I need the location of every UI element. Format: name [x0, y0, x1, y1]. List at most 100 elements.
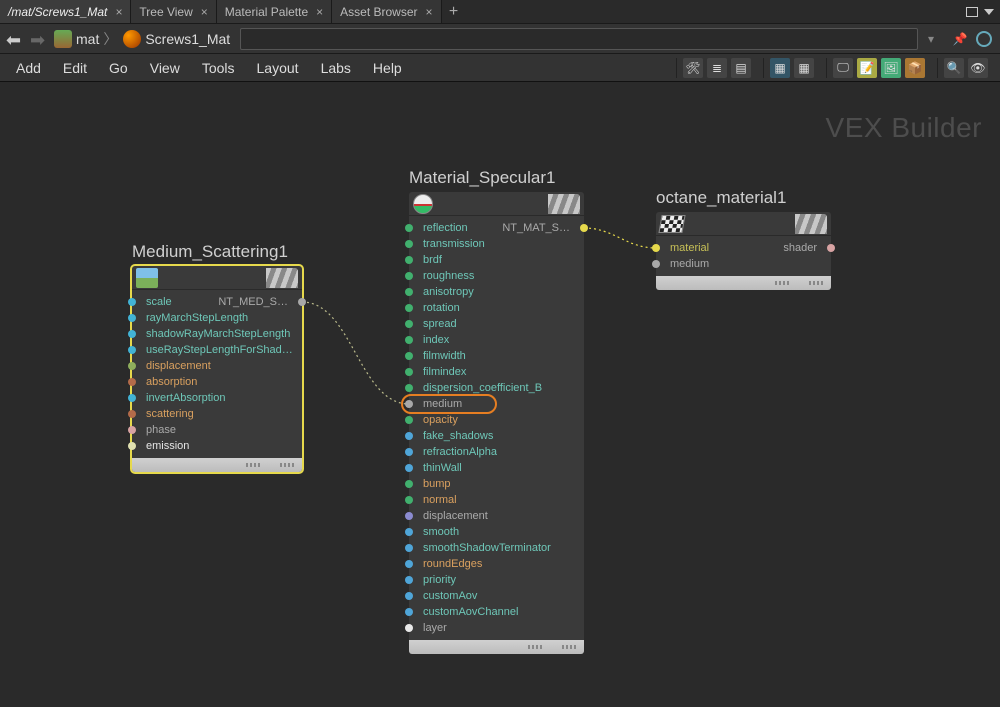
port-brdf[interactable]: brdf: [409, 252, 584, 268]
port-material[interactable]: materialshader: [656, 240, 831, 256]
add-tab-button[interactable]: +: [442, 0, 466, 23]
node-footer[interactable]: [656, 276, 831, 290]
port-input-dot[interactable]: [405, 576, 413, 584]
port-shadowraymarchsteplength[interactable]: shadowRayMarchStepLength: [132, 326, 302, 342]
port-input-dot[interactable]: [405, 240, 413, 248]
node-header[interactable]: [656, 212, 831, 236]
port-input-dot[interactable]: [128, 410, 136, 418]
node-canvas[interactable]: VEX Builder Medium_Scattering1 scaleNT_M…: [0, 82, 1000, 707]
port-input-dot[interactable]: [405, 368, 413, 376]
port-input-dot[interactable]: [652, 244, 660, 252]
node-flag-icon[interactable]: [266, 268, 298, 288]
port-roughness[interactable]: roughness: [409, 268, 584, 284]
menu-edit[interactable]: Edit: [53, 56, 97, 80]
tab-asset-browser[interactable]: Asset Browser ×: [332, 0, 441, 23]
port-input-dot[interactable]: [652, 260, 660, 268]
port-input-dot[interactable]: [405, 432, 413, 440]
port-output-dot[interactable]: [827, 244, 835, 252]
port-input-dot[interactable]: [405, 544, 413, 552]
port-input-dot[interactable]: [405, 304, 413, 312]
port-anisotropy[interactable]: anisotropy: [409, 284, 584, 300]
port-customaovchannel[interactable]: customAovChannel: [409, 604, 584, 620]
port-input-dot[interactable]: [128, 426, 136, 434]
menu-help[interactable]: Help: [363, 56, 412, 80]
port-input-dot[interactable]: [128, 314, 136, 322]
port-thinwall[interactable]: thinWall: [409, 460, 584, 476]
port-reflection[interactable]: reflectionNT_MAT_S…: [409, 220, 584, 236]
port-input-dot[interactable]: [405, 384, 413, 392]
port-input-dot[interactable]: [405, 272, 413, 280]
port-bump[interactable]: bump: [409, 476, 584, 492]
port-absorption[interactable]: absorption: [132, 374, 302, 390]
package-icon[interactable]: 📦: [905, 58, 925, 78]
menu-add[interactable]: Add: [6, 56, 51, 80]
port-input-dot[interactable]: [405, 512, 413, 520]
path-segment-material[interactable]: Screws1_Mat: [123, 30, 230, 48]
port-input-dot[interactable]: [405, 528, 413, 536]
port-normal[interactable]: normal: [409, 492, 584, 508]
port-medium[interactable]: medium: [656, 256, 831, 272]
port-rotation[interactable]: rotation: [409, 300, 584, 316]
port-input-dot[interactable]: [128, 442, 136, 450]
port-input-dot[interactable]: [405, 448, 413, 456]
port-smooth[interactable]: smooth: [409, 524, 584, 540]
port-emission[interactable]: emission: [132, 438, 302, 454]
port-input-dot[interactable]: [405, 320, 413, 328]
port-output-dot[interactable]: [298, 298, 306, 306]
port-scattering[interactable]: scattering: [132, 406, 302, 422]
port-filmindex[interactable]: filmindex: [409, 364, 584, 380]
node-flag-icon[interactable]: [795, 214, 827, 234]
grid-color-icon[interactable]: ▦: [770, 58, 790, 78]
port-input-dot[interactable]: [405, 352, 413, 360]
port-fake-shadows[interactable]: fake_shadows: [409, 428, 584, 444]
port-priority[interactable]: priority: [409, 572, 584, 588]
close-icon[interactable]: ×: [115, 5, 122, 19]
port-input-dot[interactable]: [405, 480, 413, 488]
port-layer[interactable]: layer: [409, 620, 584, 636]
port-input-dot[interactable]: [405, 400, 413, 408]
list-icon[interactable]: ≣: [707, 58, 727, 78]
port-input-dot[interactable]: [405, 256, 413, 264]
port-useraysteplengthforshad-[interactable]: useRayStepLengthForShad…: [132, 342, 302, 358]
port-opacity[interactable]: opacity: [409, 412, 584, 428]
port-filmwidth[interactable]: filmwidth: [409, 348, 584, 364]
path-segment-mat[interactable]: mat 〉: [54, 29, 117, 49]
port-index[interactable]: index: [409, 332, 584, 348]
close-icon[interactable]: ×: [316, 5, 323, 19]
port-input-dot[interactable]: [405, 592, 413, 600]
node-header[interactable]: [409, 192, 584, 216]
eye-icon[interactable]: 👁: [968, 58, 988, 78]
menu-tools[interactable]: Tools: [192, 56, 245, 80]
port-input-dot[interactable]: [405, 336, 413, 344]
nav-forward-button[interactable]: ➡: [30, 30, 48, 48]
panel-icon[interactable]: ▤: [731, 58, 751, 78]
menu-go[interactable]: Go: [99, 56, 138, 80]
port-output-dot[interactable]: [580, 224, 588, 232]
port-scale[interactable]: scaleNT_MED_S…: [132, 294, 302, 310]
close-icon[interactable]: ×: [426, 5, 433, 19]
port-refractionalpha[interactable]: refractionAlpha: [409, 444, 584, 460]
port-input-dot[interactable]: [128, 298, 136, 306]
image-add-icon[interactable]: 🖼: [881, 58, 901, 78]
port-customaov[interactable]: customAov: [409, 588, 584, 604]
port-invertabsorption[interactable]: invertAbsorption: [132, 390, 302, 406]
path-input[interactable]: [240, 28, 918, 50]
tab-tree-view[interactable]: Tree View ×: [131, 0, 216, 23]
menu-labs[interactable]: Labs: [311, 56, 361, 80]
port-smoothshadowterminator[interactable]: smoothShadowTerminator: [409, 540, 584, 556]
dropdown-icon[interactable]: [984, 9, 994, 15]
tab-mat-screws1[interactable]: /mat/Screws1_Mat ×: [0, 0, 131, 23]
node-material-specular[interactable]: Material_Specular1 reflectionNT_MAT_S…tr…: [409, 192, 584, 654]
tab-material-palette[interactable]: Material Palette ×: [217, 0, 332, 23]
port-input-dot[interactable]: [405, 624, 413, 632]
menu-view[interactable]: View: [140, 56, 190, 80]
pin-icon[interactable]: 📌: [950, 29, 970, 49]
port-displacement[interactable]: displacement: [132, 358, 302, 374]
nav-back-button[interactable]: ⬅: [6, 30, 24, 48]
port-input-dot[interactable]: [128, 378, 136, 386]
chevron-down-icon[interactable]: ▾: [924, 32, 938, 46]
port-input-dot[interactable]: [128, 330, 136, 338]
node-footer[interactable]: [409, 640, 584, 654]
port-input-dot[interactable]: [405, 464, 413, 472]
port-dispersion-coefficient-b[interactable]: dispersion_coefficient_B: [409, 380, 584, 396]
